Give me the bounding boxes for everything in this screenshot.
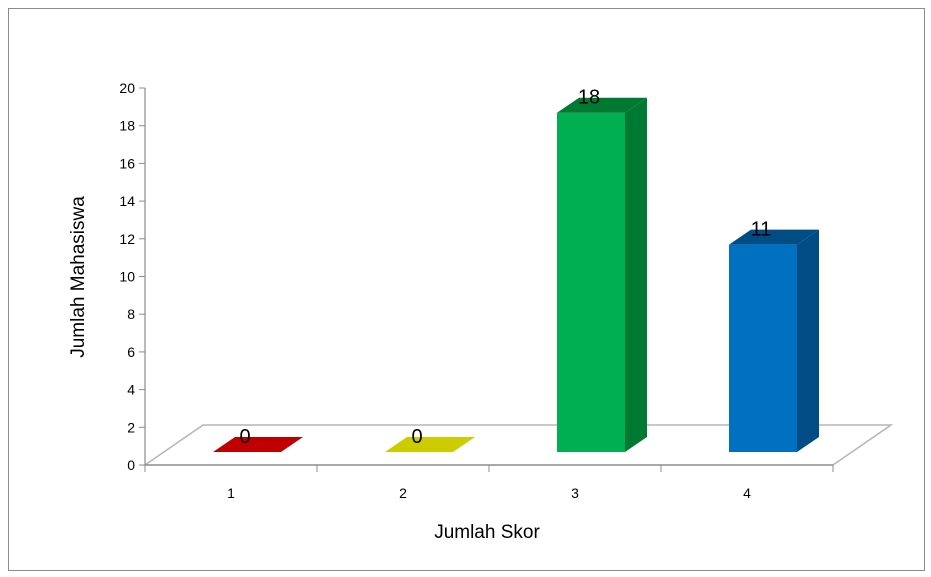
data-label: 0 [239,426,250,448]
y-axis-title: Jumlah Mahasiswa [68,196,89,358]
y-tick-label: 8 [127,306,135,322]
x-tick-label: 3 [571,485,579,501]
y-tick-label: 12 [119,231,135,247]
bar-side [625,97,647,452]
bar-top [557,97,647,113]
y-tick-label: 16 [119,155,135,171]
bar-top [729,229,819,245]
bar-front [729,244,797,452]
y-tick-label: 10 [119,269,135,285]
data-label: 11 [751,219,772,241]
y-tick-label: 18 [119,118,135,134]
data-label: 0 [411,426,422,448]
bar-top [213,437,303,452]
bar-4 [729,229,819,452]
x-axis-title: Jumlah Skor [434,522,540,543]
data-label: 18 [578,87,600,109]
bar-top [385,437,475,452]
x-tick-label: 4 [743,485,751,501]
x-tick-label: 1 [227,485,235,501]
y-tick-label: 20 [119,80,135,96]
y-tick-label: 4 [127,382,135,398]
bar-3 [557,97,647,452]
x-tick-label: 2 [399,485,407,501]
bar-1 [213,437,303,452]
y-tick-label: 14 [119,193,135,209]
y-tick-label: 0 [127,457,135,473]
bar-front [557,112,625,452]
bar-2 [385,437,475,452]
y-tick-label: 2 [127,419,135,435]
bar-side [797,229,819,452]
y-tick-label: 6 [127,344,135,360]
